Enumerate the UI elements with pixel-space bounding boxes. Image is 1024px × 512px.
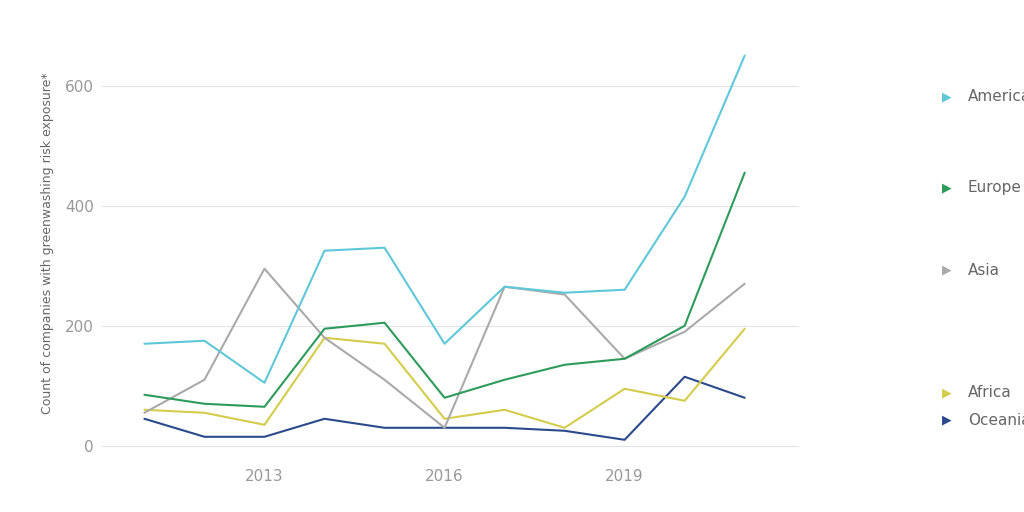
Text: Oceania: Oceania: [968, 413, 1024, 428]
Text: Europe: Europe: [968, 180, 1022, 195]
Y-axis label: Count of companies with greenwashing risk exposure*: Count of companies with greenwashing ris…: [41, 72, 54, 414]
Text: ▶: ▶: [942, 386, 952, 399]
Text: Americas: Americas: [968, 90, 1024, 104]
Text: ▶: ▶: [942, 91, 952, 103]
Text: Africa: Africa: [968, 385, 1012, 400]
Text: Asia: Asia: [968, 263, 999, 278]
Text: ▶: ▶: [942, 264, 952, 277]
Text: ▶: ▶: [942, 181, 952, 194]
Text: ▶: ▶: [942, 414, 952, 426]
